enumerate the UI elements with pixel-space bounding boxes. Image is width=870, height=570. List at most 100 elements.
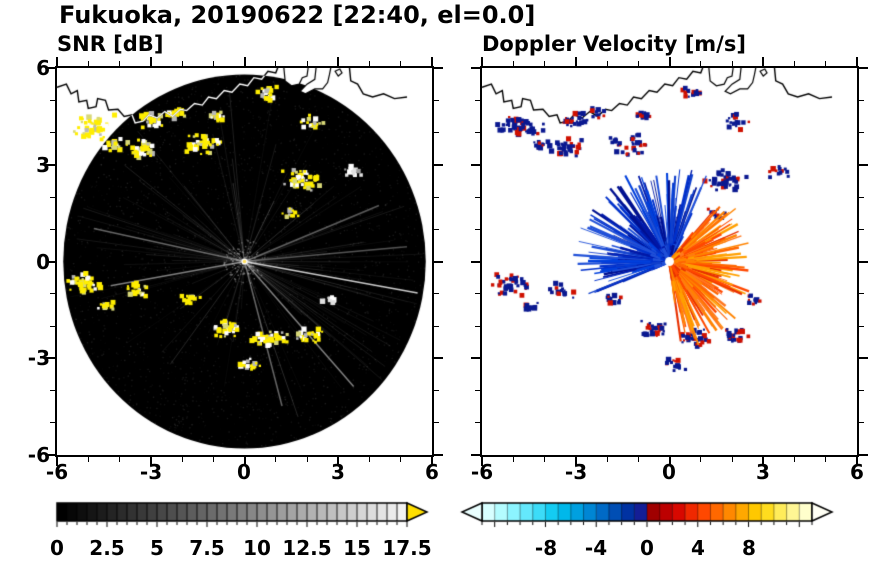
axis-tick [434,99,439,101]
colorbar-tick-label: 10 [243,536,271,560]
axis-tick [475,422,480,424]
axis-tick [606,457,608,462]
colorbar-tick-label: 2.5 [89,536,125,560]
axis-tick [471,357,480,360]
velocity-colorbar [450,500,850,528]
axis-tick [50,422,55,424]
axis-tick [46,163,55,166]
axis-tick [181,457,183,462]
velocity-panel-title: Doppler Velocity [m/s] [482,32,746,56]
axis-tick [275,457,277,462]
axis-tick [243,57,246,66]
axis-tick [762,57,765,66]
axis-tick [212,61,214,66]
axis-tick [475,293,480,295]
axis-tick [149,457,152,466]
axis-tick [859,357,868,360]
axis-tick [337,57,340,66]
axis-tick [512,457,514,462]
axis-tick [50,228,55,230]
axis-tick [434,325,439,327]
x-tick-label: -3 [139,460,163,484]
axis-tick [668,57,671,66]
axis-tick [859,228,864,230]
axis-tick [434,132,439,133]
axis-tick [46,357,55,360]
axis-tick [794,61,795,66]
axis-tick [369,61,370,66]
axis-tick [46,260,55,263]
snr-panel-title: SNR [dB] [57,32,164,56]
axis-tick [434,196,439,198]
axis-tick [119,457,120,462]
colorbar-tick-label: 12.5 [282,536,332,560]
x-tick-label: -6 [470,460,494,484]
axis-tick [481,457,483,466]
axis-tick [434,390,439,391]
axis-tick [475,390,480,391]
axis-tick [668,457,671,466]
axis-tick [400,457,402,462]
axis-tick [471,260,480,263]
axis-tick [50,293,55,295]
axis-tick [762,457,765,466]
colorbar-tick-label: 0 [50,536,64,560]
axis-tick [400,61,402,66]
axis-tick [859,422,864,424]
axis-tick [431,57,433,66]
y-tick-label: 6 [36,56,50,80]
colorbar-tick-label: -4 [584,536,608,560]
axis-tick [512,61,514,66]
x-tick-label: 6 [425,460,439,484]
axis-tick [859,325,864,327]
axis-tick [475,99,480,101]
axis-tick [574,457,577,466]
axis-tick [431,457,433,466]
axis-tick [119,61,120,66]
axis-tick [544,457,545,462]
axis-tick [50,325,55,327]
axis-tick [434,422,439,424]
x-tick-label: 0 [662,460,676,484]
axis-tick [856,57,858,66]
axis-tick [859,132,864,133]
axis-tick [481,57,483,66]
axis-tick [434,454,443,456]
axis-tick [544,61,545,66]
colorbar-tick-label: 15 [343,536,371,560]
axis-tick [700,457,702,462]
axis-tick [434,163,443,166]
colorbar-tick-label: 8 [742,536,756,560]
axis-tick [434,293,439,295]
axis-tick [574,57,577,66]
axis-tick [56,57,58,66]
axis-tick [859,390,864,391]
x-tick-label: 3 [756,460,770,484]
axis-tick [859,67,868,69]
axis-tick [471,163,480,166]
axis-tick [700,61,702,66]
axis-tick [46,454,55,456]
colorbar-tick-label: 5 [150,536,164,560]
x-tick-label: 3 [331,460,345,484]
snr-plot-frame [55,66,434,457]
velocity-plot-canvas [482,68,857,455]
axis-tick [369,457,370,462]
axis-tick [434,67,443,69]
snr-colorbar [50,500,440,528]
y-tick-label: -3 [27,346,50,370]
axis-tick [475,325,480,327]
axis-tick [859,260,868,263]
axis-tick [637,457,639,462]
y-tick-label: -6 [27,443,50,467]
axis-tick [275,61,277,66]
axis-tick [87,457,89,462]
colorbar-tick-label: 17.5 [382,536,432,560]
axis-tick [434,228,439,230]
colorbar-tick-label: -8 [534,536,558,560]
velocity-plot-frame [480,66,859,457]
axis-tick [181,61,183,66]
axis-tick [859,293,864,295]
axis-tick [434,260,443,263]
axis-tick [731,61,733,66]
